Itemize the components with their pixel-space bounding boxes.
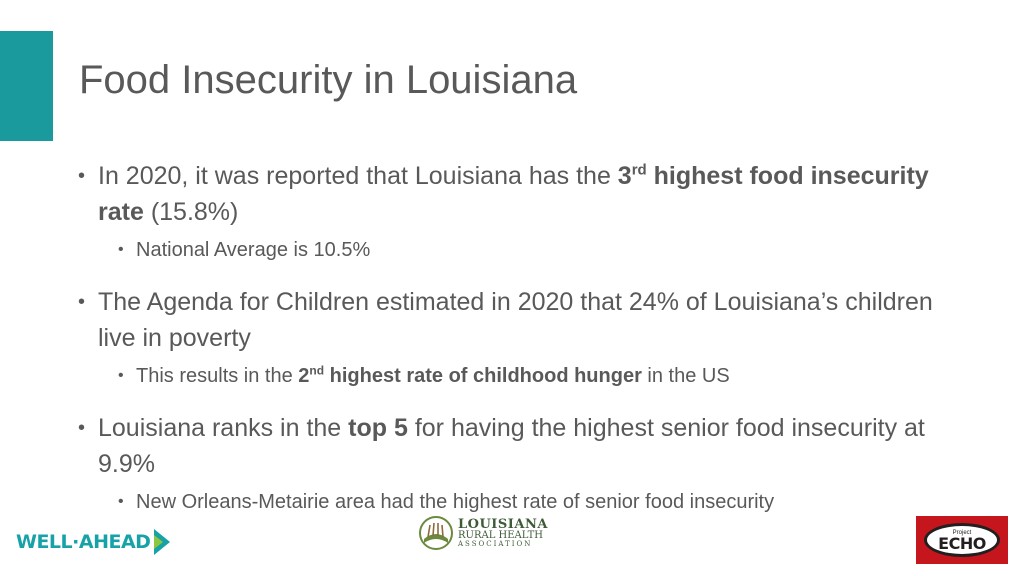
logo-line-2: RURAL HEALTH (458, 530, 543, 541)
bullet-text: Louisiana ranks in the (98, 414, 349, 442)
bullet-text: The Agenda for Children estimated in 202… (98, 288, 933, 352)
wheat-field-icon (419, 516, 453, 550)
logo-line-1: LOUISIANA (458, 517, 548, 532)
project-echo-logo: Project ECHO (916, 516, 1008, 564)
echo-small-text: Project (952, 529, 972, 536)
echo-oval: Project ECHO (924, 523, 1000, 557)
bold-phrase: top 5 (348, 414, 408, 442)
bullet-food-insecurity-rate: In 2020, it was reported that Louisiana … (76, 158, 956, 230)
louisiana-rural-health-association-logo: LOUISIANA RURAL HEALTH ASSOCIATION (418, 513, 548, 553)
wellahead-logo: WELL·AHEAD (16, 524, 172, 560)
bullet-children-poverty: The Agenda for Children estimated in 202… (76, 284, 956, 356)
sub-bullet-text: This results in the (136, 365, 299, 387)
bold-rank: 3 (617, 162, 632, 190)
sub-bullet-new-orleans: New Orleans-Metairie area had the highes… (76, 486, 956, 518)
rank-suffix: rd (631, 161, 647, 179)
slide-title: Food Insecurity in Louisiana (79, 58, 578, 102)
sub-bullet-text: New Orleans-Metairie area had the highes… (136, 491, 775, 513)
bullet-text: for having the highest senior food insec… (98, 414, 925, 478)
sub-bullet-childhood-hunger: This results in the 2nd highest rate of … (76, 360, 956, 392)
arrow-icon (154, 529, 171, 555)
bullet-text: (15.8%) (143, 198, 239, 226)
bold-phrase: highest food insecurity rate (98, 162, 929, 226)
sub-bullet-text: in the US (641, 365, 730, 387)
bold-rank: 2 (298, 365, 310, 387)
bullet-text: In 2020, it was reported that Louisiana … (98, 162, 618, 190)
rank-suffix: nd (309, 363, 325, 378)
bullet-list: In 2020, it was reported that Louisiana … (76, 158, 956, 524)
bold-phrase: highest rate of childhood hunger (324, 365, 642, 387)
sub-bullet-text: National Average is 10.5% (136, 239, 371, 261)
logo-line-3: ASSOCIATION (458, 540, 533, 548)
wellahead-logo-text: WELL·AHEAD (16, 531, 151, 553)
sub-bullet-national-average: National Average is 10.5% (76, 234, 956, 266)
accent-bar (0, 31, 53, 141)
bullet-senior-ranking: Louisiana ranks in the top 5 for having … (76, 410, 956, 482)
echo-logo-text: ECHO (938, 533, 986, 553)
